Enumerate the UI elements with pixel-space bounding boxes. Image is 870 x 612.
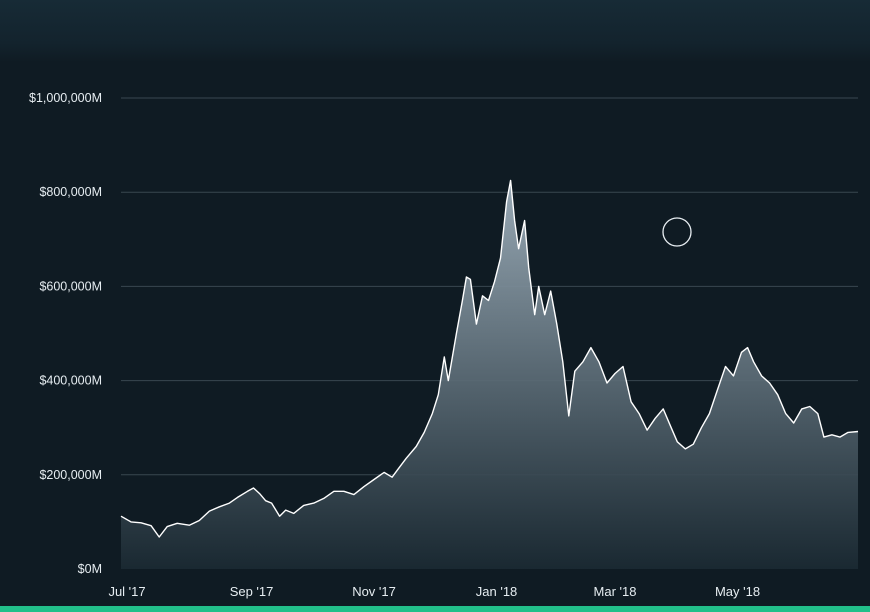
x-tick-label: Jan '18 bbox=[476, 584, 518, 599]
area-layer bbox=[120, 179, 859, 569]
x-tick-label: Mar '18 bbox=[594, 584, 637, 599]
x-tick-label: May '18 bbox=[715, 584, 760, 599]
cursor-ring[interactable] bbox=[662, 217, 692, 247]
x-tick-label: Jul '17 bbox=[108, 584, 145, 599]
series-line bbox=[120, 179, 859, 538]
x-tick-label: Nov '17 bbox=[352, 584, 396, 599]
x-axis: Jul '17 Sep '17 Nov '17 Jan '18 Mar '18 May '… bbox=[108, 584, 760, 599]
header-band bbox=[0, 0, 870, 62]
y-axis: $0M $200,000M $400,000M $600,000M $800,000M $… bbox=[29, 91, 102, 576]
x-tick-label: Sep '17 bbox=[230, 584, 274, 599]
y-tick-label: $0M bbox=[78, 562, 102, 576]
accent-bar bbox=[0, 606, 870, 612]
y-tick-label: $800,000M bbox=[39, 185, 102, 199]
y-tick-label: $1,000,000M bbox=[29, 91, 102, 105]
series-area bbox=[121, 180, 858, 569]
y-tick-label: $400,000M bbox=[39, 374, 102, 388]
y-tick-label: $200,000M bbox=[39, 468, 102, 482]
y-tick-label: $600,000M bbox=[39, 279, 102, 293]
